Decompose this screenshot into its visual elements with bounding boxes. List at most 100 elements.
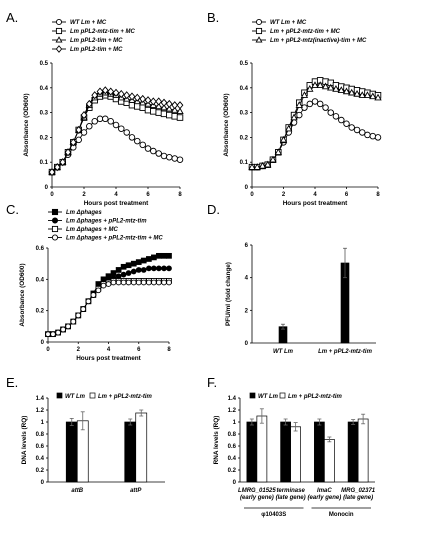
y-axis-label: Absorbance (OD600): [19, 263, 26, 326]
data-point: [311, 81, 319, 89]
data-point: [166, 153, 173, 161]
data-point: [51, 217, 59, 224]
legend-swatch: [89, 392, 96, 399]
legend-swatch: [279, 392, 286, 399]
data-point: [65, 323, 71, 330]
data-point: [171, 155, 178, 162]
series-4: [48, 86, 184, 177]
data-point: [55, 329, 61, 336]
y-tick-label: 2: [245, 308, 249, 314]
data-point: [316, 100, 324, 108]
data-point: [155, 150, 162, 157]
y-tick-label: 0: [45, 185, 49, 191]
data-point: [338, 116, 345, 124]
panel-letter: F.: [207, 375, 217, 390]
data-point: [369, 92, 377, 100]
y-tick-label: 1.4: [36, 396, 45, 402]
legend-entry: Lm Δphages + pPL2-mtz-tim: [66, 219, 147, 225]
data-point: [322, 104, 329, 111]
data-point: [156, 279, 162, 286]
data-point: [171, 106, 179, 113]
data-point: [255, 36, 263, 43]
y-tick-label: 1.2: [36, 408, 45, 414]
data-point: [353, 126, 361, 134]
data-point: [85, 298, 92, 305]
data-point: [258, 161, 267, 169]
legend-entry: Lm + pPL2-mtz-tim: [288, 394, 343, 400]
panel-letter: D.: [207, 202, 220, 217]
data-point: [125, 262, 132, 269]
data-point: [139, 141, 146, 149]
y-tick-label: 1.4: [228, 396, 237, 402]
data-point: [135, 279, 142, 286]
y-tick-label: 0.4: [240, 86, 249, 92]
y-tick-label: 0.1: [240, 160, 249, 166]
category-label: (early gene): [308, 495, 342, 501]
data-point: [311, 98, 319, 105]
data-point: [255, 27, 263, 35]
bar: [290, 426, 301, 483]
y-tick-label: 0.8: [36, 432, 45, 438]
x-tick-label: 8: [178, 192, 182, 198]
data-point: [374, 93, 382, 101]
data-point: [48, 168, 56, 177]
bar: [280, 421, 291, 483]
data-point: [165, 99, 173, 108]
y-axis-label: RNA levels (RQ): [213, 416, 220, 465]
data-point: [130, 268, 137, 275]
data-point: [160, 98, 168, 107]
y-tick-label: 0.6: [36, 444, 45, 450]
panel-letter: A.: [6, 10, 18, 25]
x-tick-label: 6: [345, 192, 349, 198]
data-point: [80, 111, 88, 120]
data-point: [144, 145, 152, 152]
data-point: [279, 135, 288, 143]
data-point: [176, 114, 184, 121]
data-point: [374, 134, 382, 141]
data-point: [149, 97, 157, 106]
data-point: [86, 122, 93, 130]
data-point: [100, 282, 107, 289]
data-point: [176, 156, 184, 163]
data-point: [91, 91, 99, 100]
data-point: [123, 91, 131, 100]
data-point: [171, 113, 178, 120]
y-tick-label: 4: [245, 276, 249, 282]
category-label: LMRG_01525: [238, 488, 276, 494]
legend-entry: Lm pPL2-mtz-tim + MC: [70, 29, 136, 35]
data-point: [95, 287, 102, 294]
series-line: [51, 92, 181, 173]
data-point: [55, 27, 63, 35]
series-1: [248, 98, 382, 171]
data-point: [110, 279, 117, 286]
y-tick-label: 0.2: [240, 135, 249, 141]
y-tick-label: 0.4: [36, 456, 45, 462]
data-point: [112, 121, 120, 129]
data-point: [70, 318, 77, 325]
x-tick-label: 0: [250, 192, 254, 198]
category-label: attP: [130, 488, 142, 494]
data-point: [134, 103, 141, 110]
series-3: [248, 81, 382, 170]
data-point: [369, 132, 377, 140]
data-point: [117, 89, 125, 99]
legend-entry: Lm pPL2-tim + MC: [70, 47, 123, 53]
chart-panel-c: C. 0 0.2 0.4 0.6 0 2 4 6 8 Hours post treatment Abs…: [6, 202, 172, 362]
data-point: [115, 279, 122, 286]
data-point: [359, 129, 366, 136]
data-point: [347, 88, 356, 96]
category-label: Lm + pPL2-mtz-tim: [318, 349, 373, 355]
x-tick-label: 2: [82, 192, 86, 198]
y-axis-label: Absorbance (OD600): [223, 93, 230, 156]
y-tick-label: 0.1: [40, 160, 49, 166]
data-point: [327, 83, 335, 91]
data-point: [59, 158, 67, 167]
group-label: Monocin: [329, 512, 354, 518]
data-point: [171, 101, 179, 110]
category-label: (early gene): [240, 495, 274, 501]
data-point: [321, 82, 330, 90]
y-tick-label: 0.2: [36, 468, 45, 474]
x-axis-label: Hours post treatment: [283, 200, 348, 207]
legend: WT Lm Lm + pPL2-mtz-tim: [56, 392, 153, 400]
